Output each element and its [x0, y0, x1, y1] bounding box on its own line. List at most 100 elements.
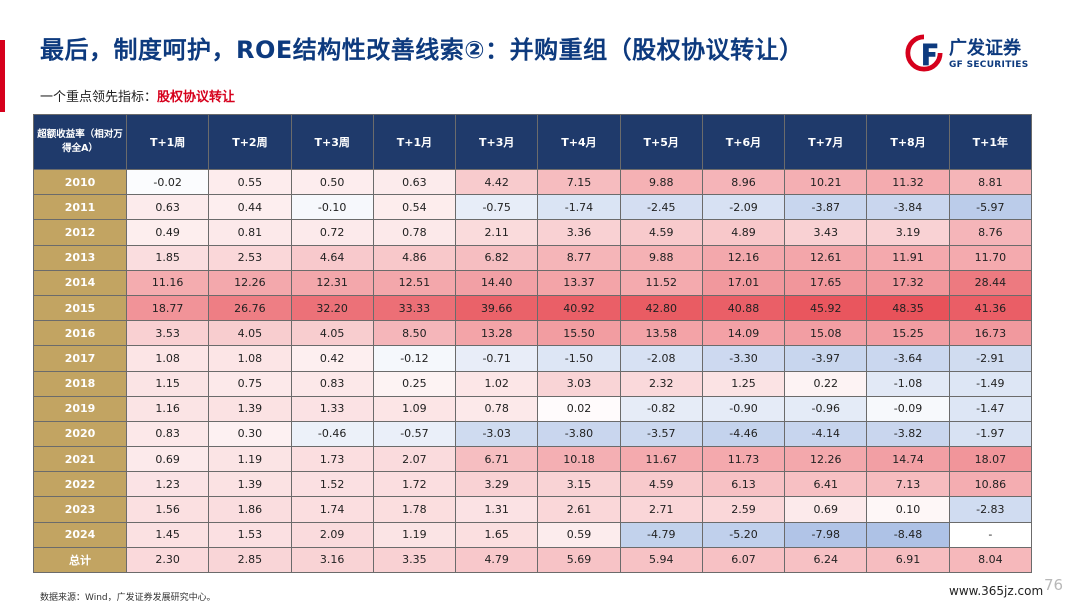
subtitle-highlight: 股权协议转让 [157, 90, 236, 105]
table-row: 2022 1.23 1.39 1.52 1.72 3.29 3.15 4.59 6.13 6.41… [33, 471, 1033, 498]
row-year-label: 2018 [33, 370, 127, 397]
table-cell: 0.83 [290, 370, 374, 397]
row-year-label: 2024 [33, 521, 127, 548]
table-cell: -0.09 [866, 395, 950, 422]
table-cell: 0.55 [208, 168, 292, 196]
table-cell: -0.10 [290, 194, 374, 221]
table-row: 2011 0.63 0.44 -0.10 0.54 -0.75 -1.74 -2.45 -2.0… [33, 194, 1033, 221]
table-cell: 11.32 [866, 168, 950, 196]
table-cell: 40.88 [701, 294, 786, 322]
table-cell: 11.91 [866, 244, 950, 271]
table-corner-header: 超额收益率（相对万得全A） [33, 114, 127, 170]
table-cell: 15.50 [537, 320, 621, 347]
table-cell: 1.86 [208, 496, 292, 523]
table-cell: 0.54 [372, 194, 457, 221]
table-cell: -3.82 [866, 420, 950, 448]
table-cell: 6.13 [701, 471, 786, 498]
table-cell: 1.65 [455, 521, 539, 548]
table-cell: -0.82 [619, 395, 703, 422]
table-cell: 3.19 [866, 219, 950, 246]
row-year-label: 2012 [33, 219, 127, 246]
table-cell: -3.80 [537, 420, 621, 448]
table-cell: -3.97 [784, 345, 868, 372]
column-header: T+5月 [619, 114, 703, 170]
table-cell: 6.91 [866, 546, 950, 574]
table-cell: 7.13 [866, 471, 950, 498]
table-cell: 4.05 [290, 320, 374, 347]
table-cell: -0.75 [455, 194, 539, 221]
watermark: www.365jz.com [945, 584, 1048, 598]
table-cell: 0.83 [125, 420, 210, 448]
table-cell: 48.35 [866, 294, 950, 322]
gf-logo-icon [905, 34, 943, 72]
table-row: 2018 1.15 0.75 0.83 0.25 1.02 3.03 2.32 1.25 0.22… [33, 370, 1033, 397]
table-cell: -1.49 [948, 370, 1033, 397]
table-cell: 1.39 [208, 395, 292, 422]
table-cell: 10.18 [537, 446, 621, 473]
table-cell: 0.30 [208, 420, 292, 448]
row-year-label: 2015 [33, 294, 127, 322]
table-cell: 0.10 [866, 496, 950, 523]
row-year-label: 2023 [33, 496, 127, 523]
table-cell: 0.02 [537, 395, 621, 422]
table-cell: 1.08 [125, 345, 210, 372]
table-cell: 3.29 [455, 471, 539, 498]
table-cell: 12.31 [290, 269, 374, 296]
table-cell: 6.82 [455, 244, 539, 271]
slide-title: 最后，制度呵护，ROE结构性改善线索②：并购重组（股权协议转让） [40, 36, 804, 64]
column-header: T+1年 [948, 114, 1033, 170]
table-cell: 0.44 [208, 194, 292, 221]
table-cell: 2.11 [455, 219, 539, 246]
table-cell: 14.09 [701, 320, 786, 347]
table-cell: 0.49 [125, 219, 210, 246]
table-cell: 16.73 [948, 320, 1033, 347]
table-cell: 11.16 [125, 269, 210, 296]
table-cell: -5.97 [948, 194, 1033, 221]
column-header: T+1月 [372, 114, 457, 170]
table-cell: 2.53 [208, 244, 292, 271]
table-cell: 5.69 [537, 546, 621, 574]
table-cell: 3.53 [125, 320, 210, 347]
table-cell: 4.59 [619, 219, 703, 246]
table-cell: 5.94 [619, 546, 703, 574]
table-cell: 32.20 [290, 294, 374, 322]
table-cell: -0.71 [455, 345, 539, 372]
table-cell: 33.33 [372, 294, 457, 322]
table-cell: -0.46 [290, 420, 374, 448]
row-year-label: 2010 [33, 168, 127, 196]
table-cell: 11.70 [948, 244, 1033, 271]
table-cell: -1.50 [537, 345, 621, 372]
logo-name-en: GF SECURITIES [949, 60, 1029, 70]
table-cell: 2.59 [701, 496, 786, 523]
column-header: T+2周 [208, 114, 292, 170]
table-cell: 6.41 [784, 471, 868, 498]
table-cell: 2.30 [125, 546, 210, 574]
table-cell: 6.07 [701, 546, 786, 574]
row-year-label: 2022 [33, 471, 127, 498]
table-cell: 41.36 [948, 294, 1033, 322]
table-cell: 3.16 [290, 546, 374, 574]
logo-name-cn: 广发证券 [949, 38, 1021, 59]
table-row: 2024 1.45 1.53 2.09 1.19 1.65 0.59 -4.79 -5.20 -7… [33, 521, 1033, 548]
table-cell: 4.59 [619, 471, 703, 498]
table-cell: 12.61 [784, 244, 868, 271]
table-cell: 0.50 [290, 168, 374, 196]
table-cell: 42.80 [619, 294, 703, 322]
column-header: T+4月 [537, 114, 621, 170]
table-cell: 3.03 [537, 370, 621, 397]
excess-return-table: 超额收益率（相对万得全A） T+1周 T+2周 T+3周 T+1月 T+3月 T+4月 T+5… [33, 114, 1033, 574]
table-cell: 0.63 [125, 194, 210, 221]
table-header-row: 超额收益率（相对万得全A） T+1周 T+2周 T+3周 T+1月 T+3月 T+4月 T+5… [33, 114, 1033, 170]
row-year-label: 2019 [33, 395, 127, 422]
table-row: 总计 2.30 2.85 3.16 3.35 4.79 5.69 5.94 6.07 6.24 6.… [33, 546, 1033, 574]
row-year-label: 2016 [33, 320, 127, 347]
table-row: 2019 1.16 1.39 1.33 1.09 0.78 0.02 -0.82 -0.90 -0… [33, 395, 1033, 422]
table-cell: -2.83 [948, 496, 1033, 523]
table-cell: 12.26 [784, 446, 868, 473]
table-cell: -8.48 [866, 521, 950, 548]
table-cell: 0.42 [290, 345, 374, 372]
table-cell: 0.63 [372, 168, 457, 196]
table-cell: 1.56 [125, 496, 210, 523]
table-cell: -0.57 [372, 420, 457, 448]
table-cell: -1.47 [948, 395, 1033, 422]
